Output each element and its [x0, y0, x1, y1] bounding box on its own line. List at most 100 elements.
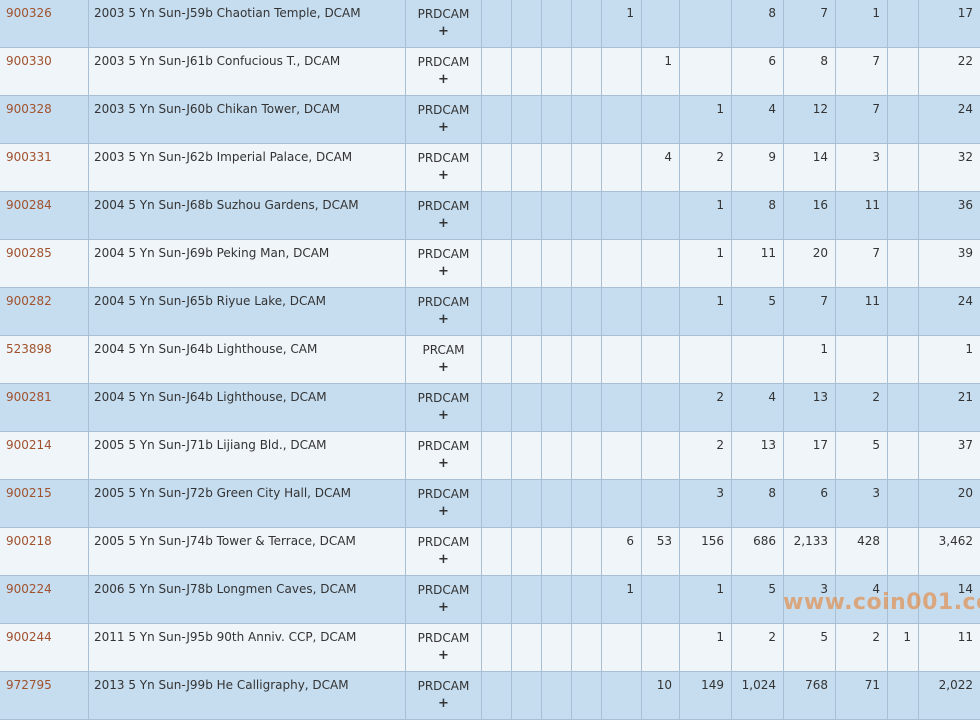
count-cell	[642, 384, 680, 432]
description-cell: 2013 5 Yn Sun-J99b He Calligraphy, DCAM	[89, 672, 406, 720]
total-cell: 17	[919, 0, 980, 48]
count-cell	[642, 240, 680, 288]
plus-icon[interactable]: +	[406, 359, 481, 376]
grade-label: PRDCAM	[418, 487, 470, 501]
cert-id-link[interactable]: 900330	[6, 54, 52, 68]
count-cell	[482, 480, 512, 528]
plus-icon[interactable]: +	[406, 23, 481, 40]
plus-icon[interactable]: +	[406, 407, 481, 424]
count-cell: 4	[642, 144, 680, 192]
cert-id-link[interactable]: 900331	[6, 150, 52, 164]
count-cell: 7	[784, 288, 836, 336]
description-cell: 2003 5 Yn Sun-J60b Chikan Tower, DCAM	[89, 96, 406, 144]
cert-id-cell: 900218	[0, 528, 89, 576]
count-cell: 2	[732, 624, 784, 672]
count-cell	[512, 432, 542, 480]
count-cell	[602, 624, 642, 672]
count-cell	[642, 432, 680, 480]
count-cell: 6	[602, 528, 642, 576]
plus-icon[interactable]: +	[406, 695, 481, 712]
cert-id-cell: 900284	[0, 192, 89, 240]
table-row: 900328 2003 5 Yn Sun-J60b Chikan Tower, D…	[0, 96, 980, 144]
count-cell	[542, 576, 572, 624]
count-cell	[542, 384, 572, 432]
cert-id-link[interactable]: 900244	[6, 630, 52, 644]
cert-id-link[interactable]: 900328	[6, 102, 52, 116]
cert-id-link[interactable]: 900326	[6, 6, 52, 20]
count-cell	[542, 624, 572, 672]
count-cell: 6	[784, 480, 836, 528]
count-cell	[572, 528, 602, 576]
plus-icon[interactable]: +	[406, 263, 481, 280]
count-cell	[512, 48, 542, 96]
cert-id-link[interactable]: 900281	[6, 390, 52, 404]
grade-label: PRDCAM	[418, 103, 470, 117]
plus-icon[interactable]: +	[406, 551, 481, 568]
total-cell: 21	[919, 384, 980, 432]
count-cell	[572, 96, 602, 144]
description-cell: 2003 5 Yn Sun-J59b Chaotian Temple, DCAM	[89, 0, 406, 48]
count-cell	[512, 336, 542, 384]
count-cell	[482, 672, 512, 720]
count-cell	[680, 336, 732, 384]
count-cell	[512, 480, 542, 528]
count-cell	[642, 192, 680, 240]
count-cell	[542, 432, 572, 480]
count-cell	[512, 384, 542, 432]
plus-icon[interactable]: +	[406, 647, 481, 664]
count-cell	[512, 0, 542, 48]
cert-id-link[interactable]: 900214	[6, 438, 52, 452]
count-cell	[542, 48, 572, 96]
count-cell	[542, 0, 572, 48]
cert-id-link[interactable]: 972795	[6, 678, 52, 692]
count-cell	[572, 576, 602, 624]
count-cell	[572, 240, 602, 288]
count-cell	[602, 672, 642, 720]
cert-id-link[interactable]: 900285	[6, 246, 52, 260]
description-cell: 2005 5 Yn Sun-J72b Green City Hall, DCAM	[89, 480, 406, 528]
plus-icon[interactable]: +	[406, 503, 481, 520]
plus-icon[interactable]: +	[406, 599, 481, 616]
grade-cell: PRDCAM+	[406, 192, 482, 240]
count-cell	[572, 144, 602, 192]
count-cell: 2	[836, 624, 888, 672]
grade-label: PRDCAM	[418, 391, 470, 405]
plus-icon[interactable]: +	[406, 167, 481, 184]
count-cell	[602, 192, 642, 240]
grade-cell: PRDCAM +	[406, 384, 482, 432]
count-cell: 5	[784, 624, 836, 672]
cert-id-link[interactable]: 900284	[6, 198, 52, 212]
cert-id-link[interactable]: 900215	[6, 486, 52, 500]
description-cell: 2004 5 Yn Sun-J68b Suzhou Gardens, DCAM	[89, 192, 406, 240]
count-cell	[542, 144, 572, 192]
count-cell	[888, 96, 919, 144]
count-cell	[542, 192, 572, 240]
count-cell	[482, 0, 512, 48]
count-cell	[542, 336, 572, 384]
count-cell	[602, 336, 642, 384]
plus-icon[interactable]: +	[406, 71, 481, 88]
plus-icon[interactable]: +	[406, 311, 481, 328]
cert-id-link[interactable]: 523898	[6, 342, 52, 356]
grade-cell: PRDCAM+	[406, 672, 482, 720]
grade-label: PRDCAM	[418, 631, 470, 645]
count-cell: 9	[732, 144, 784, 192]
plus-icon[interactable]: +	[406, 455, 481, 472]
plus-icon[interactable]: +	[406, 119, 481, 136]
count-cell	[512, 528, 542, 576]
count-cell: 8	[732, 480, 784, 528]
cert-id-link[interactable]: 900224	[6, 582, 52, 596]
cert-id-link[interactable]: 900282	[6, 294, 52, 308]
description-cell: 2011 5 Yn Sun-J95b 90th Anniv. CCP, DCAM	[89, 624, 406, 672]
count-cell	[572, 672, 602, 720]
count-cell	[642, 480, 680, 528]
count-cell	[482, 384, 512, 432]
count-cell	[482, 144, 512, 192]
cert-id-link[interactable]: 900218	[6, 534, 52, 548]
count-cell	[512, 144, 542, 192]
count-cell	[642, 96, 680, 144]
plus-icon[interactable]: +	[406, 215, 481, 232]
